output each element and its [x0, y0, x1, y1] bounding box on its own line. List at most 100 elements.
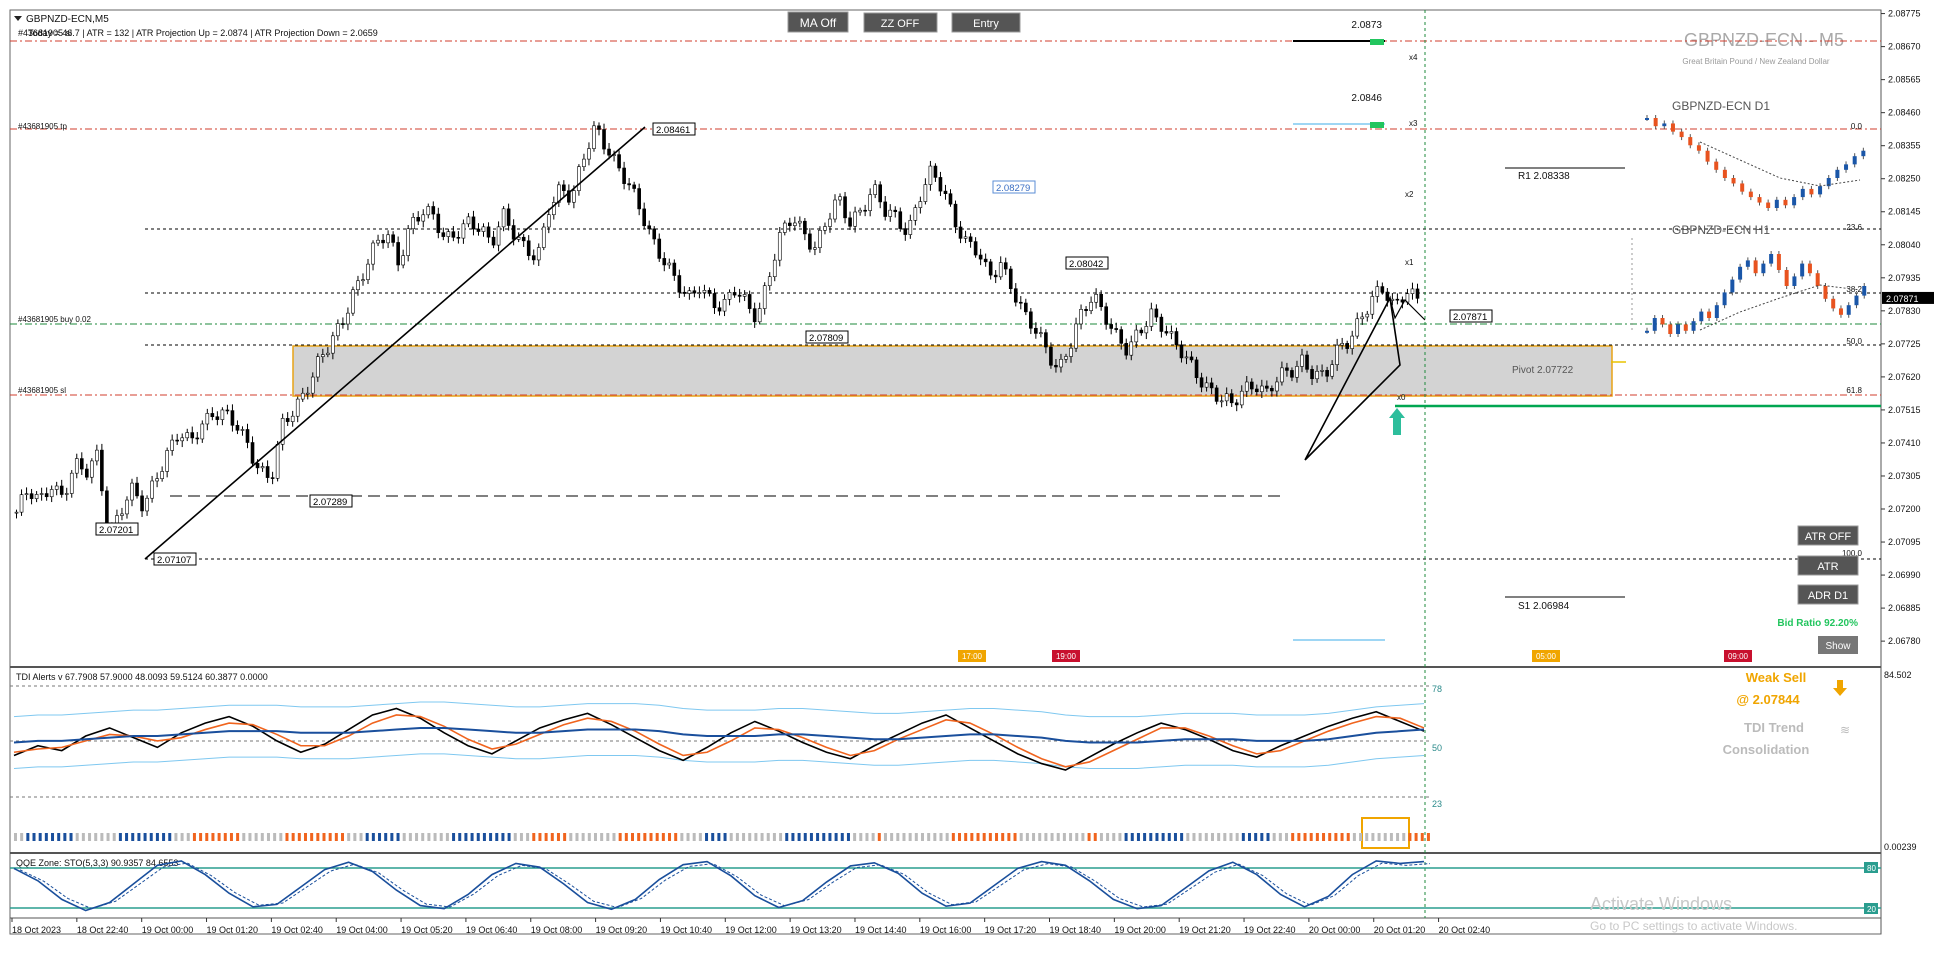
- candle-body: [717, 307, 722, 312]
- time-tick-label: 19 Oct 08:00: [531, 925, 583, 935]
- candle-body: [868, 194, 872, 211]
- price-label-box: [992, 180, 1036, 194]
- candle-body: [923, 184, 928, 202]
- candle-body: [90, 460, 94, 478]
- price-label: 2.07289: [313, 497, 347, 508]
- show-button-bg[interactable]: [1818, 636, 1858, 654]
- tdi-signal-dot: [254, 833, 258, 841]
- tdi-signal-dot: [1291, 833, 1295, 841]
- tdi-signal-dot: [180, 833, 184, 841]
- atr-button-bg[interactable]: [1797, 555, 1859, 576]
- candle-body: [1194, 359, 1199, 379]
- tdi-signal-dot: [470, 833, 474, 841]
- candle-body: [486, 226, 491, 238]
- tdi-signal-dot: [1285, 833, 1289, 841]
- price-tick-label: 2.08775: [1888, 9, 1921, 19]
- tdi-signal-dot: [828, 833, 832, 841]
- atr-off-button[interactable]: ATR OFF: [1797, 525, 1859, 546]
- chevron-down-icon[interactable]: [14, 16, 22, 21]
- candle-body: [1179, 344, 1184, 359]
- candle-body: [1013, 288, 1018, 303]
- tdi-signal-dot: [347, 833, 351, 841]
- projection-marker-x4: [1370, 39, 1384, 45]
- adr-d1-button-bg[interactable]: [1797, 584, 1859, 605]
- tdi-signal-dot: [131, 833, 135, 841]
- ma-off-button-bg[interactable]: [787, 11, 849, 33]
- tdi-signal-dot: [1278, 833, 1282, 841]
- entry-button[interactable]: Entry: [951, 12, 1021, 33]
- candle-body: [1114, 328, 1119, 330]
- tdi-signal-dot: [445, 833, 449, 841]
- candle-body: [1129, 341, 1134, 356]
- candle-body: [331, 335, 335, 354]
- tdi-signal-dot: [1198, 833, 1202, 841]
- candle-body: [145, 497, 149, 512]
- tdi-signal-dot: [631, 833, 634, 841]
- tdi-signal-dot: [1050, 833, 1054, 841]
- tdi-signal-dot: [1396, 833, 1400, 841]
- tdi-signal-dot: [371, 833, 375, 841]
- show-button[interactable]: Show: [1818, 636, 1858, 654]
- candle-body: [1229, 393, 1234, 404]
- session-tag-4-label: 09:00: [1728, 652, 1749, 661]
- mini-d1-candle: [1740, 183, 1745, 192]
- zz-off-button-bg[interactable]: [863, 12, 938, 33]
- candle-body: [1044, 332, 1048, 348]
- tdi-signal-dot: [717, 833, 721, 841]
- mini-h1-candle: [1730, 279, 1735, 293]
- session-tag-3: 05:00: [1532, 650, 1560, 662]
- proj-x0: x0: [1397, 393, 1406, 402]
- mini-d1-candle: [1662, 123, 1667, 127]
- current-price-badge-label: 2.07871: [1886, 294, 1919, 304]
- candle-body: [416, 217, 421, 222]
- tdi-signal-dot: [229, 833, 233, 841]
- atr-off-button-bg[interactable]: [1797, 525, 1859, 546]
- candle-body: [521, 236, 526, 242]
- tdi-signal-dot: [94, 833, 98, 841]
- mini-d1-candle: [1696, 145, 1701, 151]
- tdi-signal-dot: [390, 833, 394, 841]
- candle-body: [587, 148, 591, 160]
- tdi-signal-dot: [1383, 833, 1387, 841]
- mini-d1-candle: [1861, 150, 1866, 157]
- qqe-level-20-badge: [1864, 903, 1878, 914]
- session-tag-2-bg: [1052, 650, 1080, 662]
- tdi-signal-dot: [1365, 833, 1369, 841]
- candle-body: [943, 190, 948, 194]
- candle-body: [642, 208, 646, 227]
- atr-button[interactable]: ATR: [1797, 555, 1859, 576]
- adr-d1-button[interactable]: ADR D1: [1797, 584, 1859, 605]
- candle-body: [74, 458, 79, 474]
- tdi-signal-dot: [482, 833, 486, 841]
- candle-body: [140, 495, 144, 512]
- tdi-signal-dot: [643, 833, 647, 841]
- candle-body: [386, 234, 390, 244]
- candle-body: [536, 247, 541, 261]
- ma-off-button[interactable]: MA Off: [787, 11, 849, 33]
- tdi-signal-dot: [1346, 833, 1350, 841]
- candle-body: [19, 494, 24, 513]
- tdi-signal-dot: [1408, 833, 1412, 841]
- candle-body: [1295, 366, 1299, 378]
- tdi-signal-dot: [507, 833, 511, 841]
- candle-body: [205, 413, 210, 425]
- candle-body: [823, 226, 827, 231]
- tdi-signal-dot: [1377, 833, 1381, 841]
- entry-button-bg[interactable]: [951, 12, 1021, 33]
- tdi-signal-dot: [575, 833, 579, 841]
- price-tick-label: 2.07305: [1888, 471, 1921, 481]
- tdi-signal-dot: [1173, 833, 1177, 841]
- mini-d1-candle: [1826, 178, 1831, 187]
- tdi-signal-dot: [532, 833, 536, 841]
- tdi-signal-dot: [149, 833, 153, 841]
- tdi-signal-dot: [217, 833, 221, 841]
- tdi-signal-dot: [705, 833, 709, 841]
- tdi-signal-dot: [680, 833, 684, 841]
- zz-off-button[interactable]: ZZ OFF: [863, 12, 938, 33]
- candle-body: [526, 240, 531, 256]
- tdi-signal-dot: [1180, 833, 1184, 841]
- candle-body: [1360, 316, 1365, 320]
- candle-body: [471, 216, 476, 230]
